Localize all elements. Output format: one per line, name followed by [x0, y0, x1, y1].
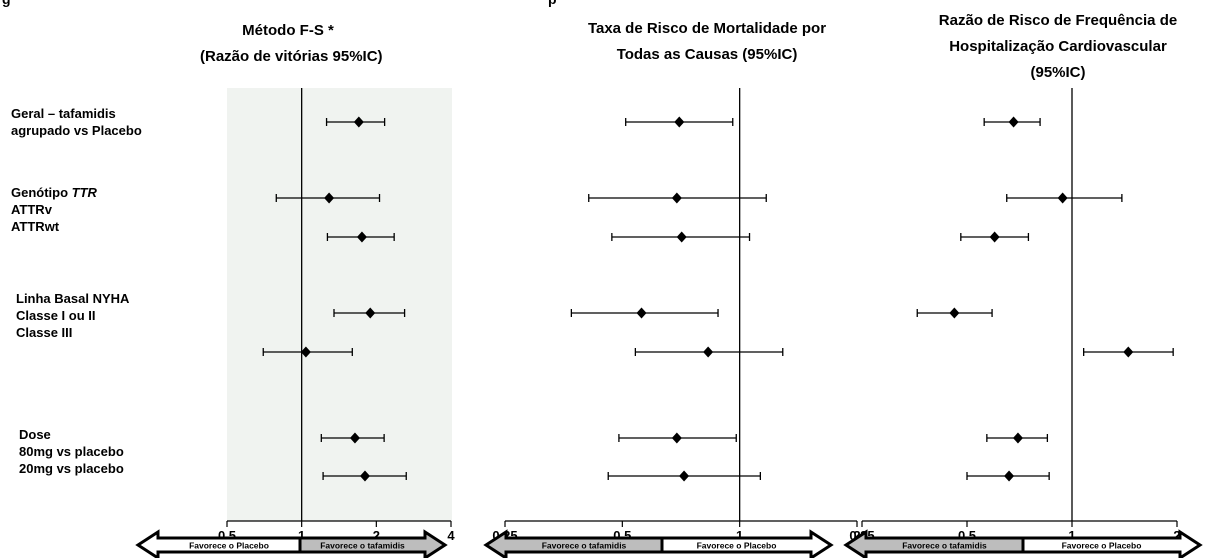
panel-1-point-estimate-5	[349, 432, 360, 444]
panel-2-point-estimate-1	[671, 192, 682, 204]
panel2-title-line2: Todas as Causas (95%IC)	[616, 46, 798, 63]
row-label-attrwt: ATTRwt	[11, 219, 60, 234]
panel-1-tick-label-1: 1	[298, 528, 305, 543]
panel-2-arrow-right-label: Favorece o Placebo	[697, 541, 777, 551]
row-label-class-1-2: Classe I ou II	[16, 308, 96, 323]
row-label-dose: Dose 80mg vs placebo 20mg vs placebo	[19, 426, 124, 477]
row-label-attrv: ATTRv	[11, 202, 52, 217]
panel2-title: Taxa de Risco de Mortalidade por Todas a…	[555, 16, 859, 68]
panel-1-point-estimate-4	[300, 346, 311, 358]
row-label-overall: Geral – tafamidis agrupado vs Placebo	[11, 105, 142, 139]
panel-3-arrow-right	[1021, 529, 1203, 558]
panel-2-arrow-right	[660, 529, 834, 558]
panel-1-arrow-right-label: Favorece o tafamidis	[320, 541, 405, 551]
panel3-title: Razão de Risco de Frequência de Hospital…	[918, 8, 1198, 86]
panel-1-tick-label-2: 2	[373, 528, 380, 543]
panel-3-tick-label-3: 2	[1173, 528, 1180, 543]
panel-2-tick-label-2: 1	[736, 528, 743, 543]
panel-3-point-estimate-2	[989, 231, 1000, 243]
panel1-title-line1: Método F-S *	[242, 22, 334, 39]
row-label-genotype-title: Genótipo TTR	[11, 185, 97, 200]
panel-3-arrow-left-label: Favorece o tafamidis	[902, 541, 987, 551]
panel-2-point-estimate-3	[636, 307, 647, 319]
panel-1-arrow-right	[298, 529, 448, 558]
panel-2-point-estimate-2	[676, 231, 687, 243]
panel-3-point-estimate-3	[949, 307, 960, 319]
row-label-dose-20mg: 20mg vs placebo	[19, 461, 124, 476]
panel-3-point-estimate-4	[1123, 346, 1134, 358]
panel3-title-line2: Hospitalização Cardiovascular	[949, 38, 1167, 55]
caption-fragment: g	[2, 0, 11, 8]
row-label-class-3: Classe III	[16, 325, 73, 340]
panel-2-tick-label-3: 2	[853, 528, 860, 543]
panel-3-point-estimate-1	[1057, 192, 1068, 204]
row-label-genotype-ttr: TTR	[71, 185, 97, 200]
panel3-title-line1: Razão de Risco de Frequência de	[938, 12, 1178, 29]
row-label-dose-title: Dose	[19, 427, 51, 442]
panel-2-point-estimate-6	[679, 470, 690, 482]
panel1-title: Método F-S * (Razão de vitórias 95%IC)	[200, 18, 383, 70]
panel-1-favors-arrow: Favorece o Placebo Favorece o tafamidis	[135, 529, 448, 558]
row-label-overall-line2: agrupado vs Placebo	[11, 123, 142, 138]
panel-1-plot-background	[227, 88, 452, 521]
panel-3-favors-arrow: Favorece o tafamidis Favorece o Placebo	[843, 529, 1203, 558]
panel-1-point-estimate-6	[359, 470, 370, 482]
panel2-title-line1: Taxa de Risco de Mortalidade por	[587, 20, 827, 37]
panel-3-point-estimate-6	[1004, 470, 1015, 482]
panel-3-arrow-right-label: Favorece o Placebo	[1062, 541, 1142, 551]
row-label-dose-80mg: 80mg vs placebo	[19, 444, 124, 459]
panel-1-point-estimate-0	[353, 116, 364, 128]
panel1-title-line2: (Razão de vitórias 95%IC)	[200, 48, 383, 65]
panel-1-tick-label-3: 4	[447, 528, 455, 543]
panel-1-point-estimate-2	[356, 231, 367, 243]
caption-fragment-right: p	[548, 0, 557, 8]
panel-2-point-estimate-0	[674, 116, 685, 128]
panel-3-tick-label-2: 1	[1068, 528, 1075, 543]
panel-2-point-estimate-4	[703, 346, 714, 358]
row-label-nyha: Linha Basal NYHA Classe I ou II Classe I…	[16, 290, 129, 341]
panel-1-point-estimate-3	[365, 307, 376, 319]
panel-3-point-estimate-0	[1008, 116, 1019, 128]
row-label-overall-line1: Geral – tafamidis	[11, 106, 116, 121]
panel-1-point-estimate-1	[324, 192, 335, 204]
panel-1-arrow-left-label: Favorece o Placebo	[189, 541, 269, 551]
panel-2-point-estimate-5	[671, 432, 682, 444]
panel-2-arrow-left-label: Favorece o tafamidis	[542, 541, 627, 551]
panel3-title-line3: (95%IC)	[1030, 64, 1086, 81]
panel-3-point-estimate-5	[1012, 432, 1023, 444]
panel-2-favors-arrow: Favorece o tafamidis Favorece o Placebo	[483, 529, 834, 558]
row-label-genotype: Genótipo TTR ATTRv ATTRwt	[11, 184, 97, 235]
row-label-nyha-title: Linha Basal NYHA	[16, 291, 130, 306]
